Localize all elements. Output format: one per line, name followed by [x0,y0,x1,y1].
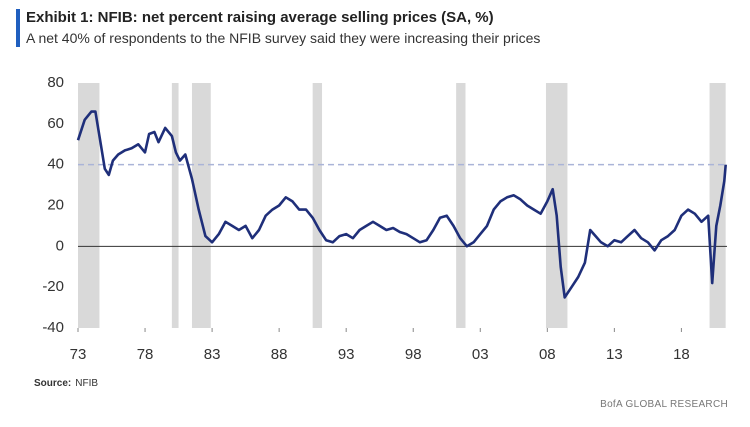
recession-band [78,83,100,328]
x-tick-label: 03 [472,346,489,363]
recession-band [312,83,323,328]
data-line [76,110,727,299]
y-tick-label: -20 [42,278,64,295]
title-accent [16,9,20,47]
x-tick-label: 73 [70,346,87,363]
y-tick-label: -40 [42,319,64,336]
x-tick-label: 88 [271,346,288,363]
credit: BofA GLOBAL RESEARCH [600,399,728,410]
x-tick-label: 93 [338,346,355,363]
y-tick-label: 80 [47,74,64,91]
source-text: NFIB [75,378,99,389]
y-tick-label: 20 [47,196,64,213]
chart-title: Exhibit 1: NFIB: net percent raising ave… [26,9,494,26]
x-tick-label: 83 [204,346,221,363]
recession-band [456,83,466,328]
x-tick-label: 13 [606,346,623,363]
x-tick-label: 08 [539,346,556,363]
recession-band [545,83,568,328]
recession-band [191,83,211,328]
y-tick-label: 60 [47,115,64,132]
x-tick-label: 78 [137,346,154,363]
y-tick-label: 0 [56,237,64,254]
x-tick-label: 18 [673,346,690,363]
y-tick-label: 40 [47,156,64,173]
chart-subtitle: A net 40% of respondents to the NFIB sur… [26,30,541,46]
recession-band [709,83,726,328]
x-tick-label: 98 [405,346,422,363]
source: Source: NFIB [34,378,98,389]
source-label: Source: [34,378,72,389]
recession-band [171,83,179,328]
